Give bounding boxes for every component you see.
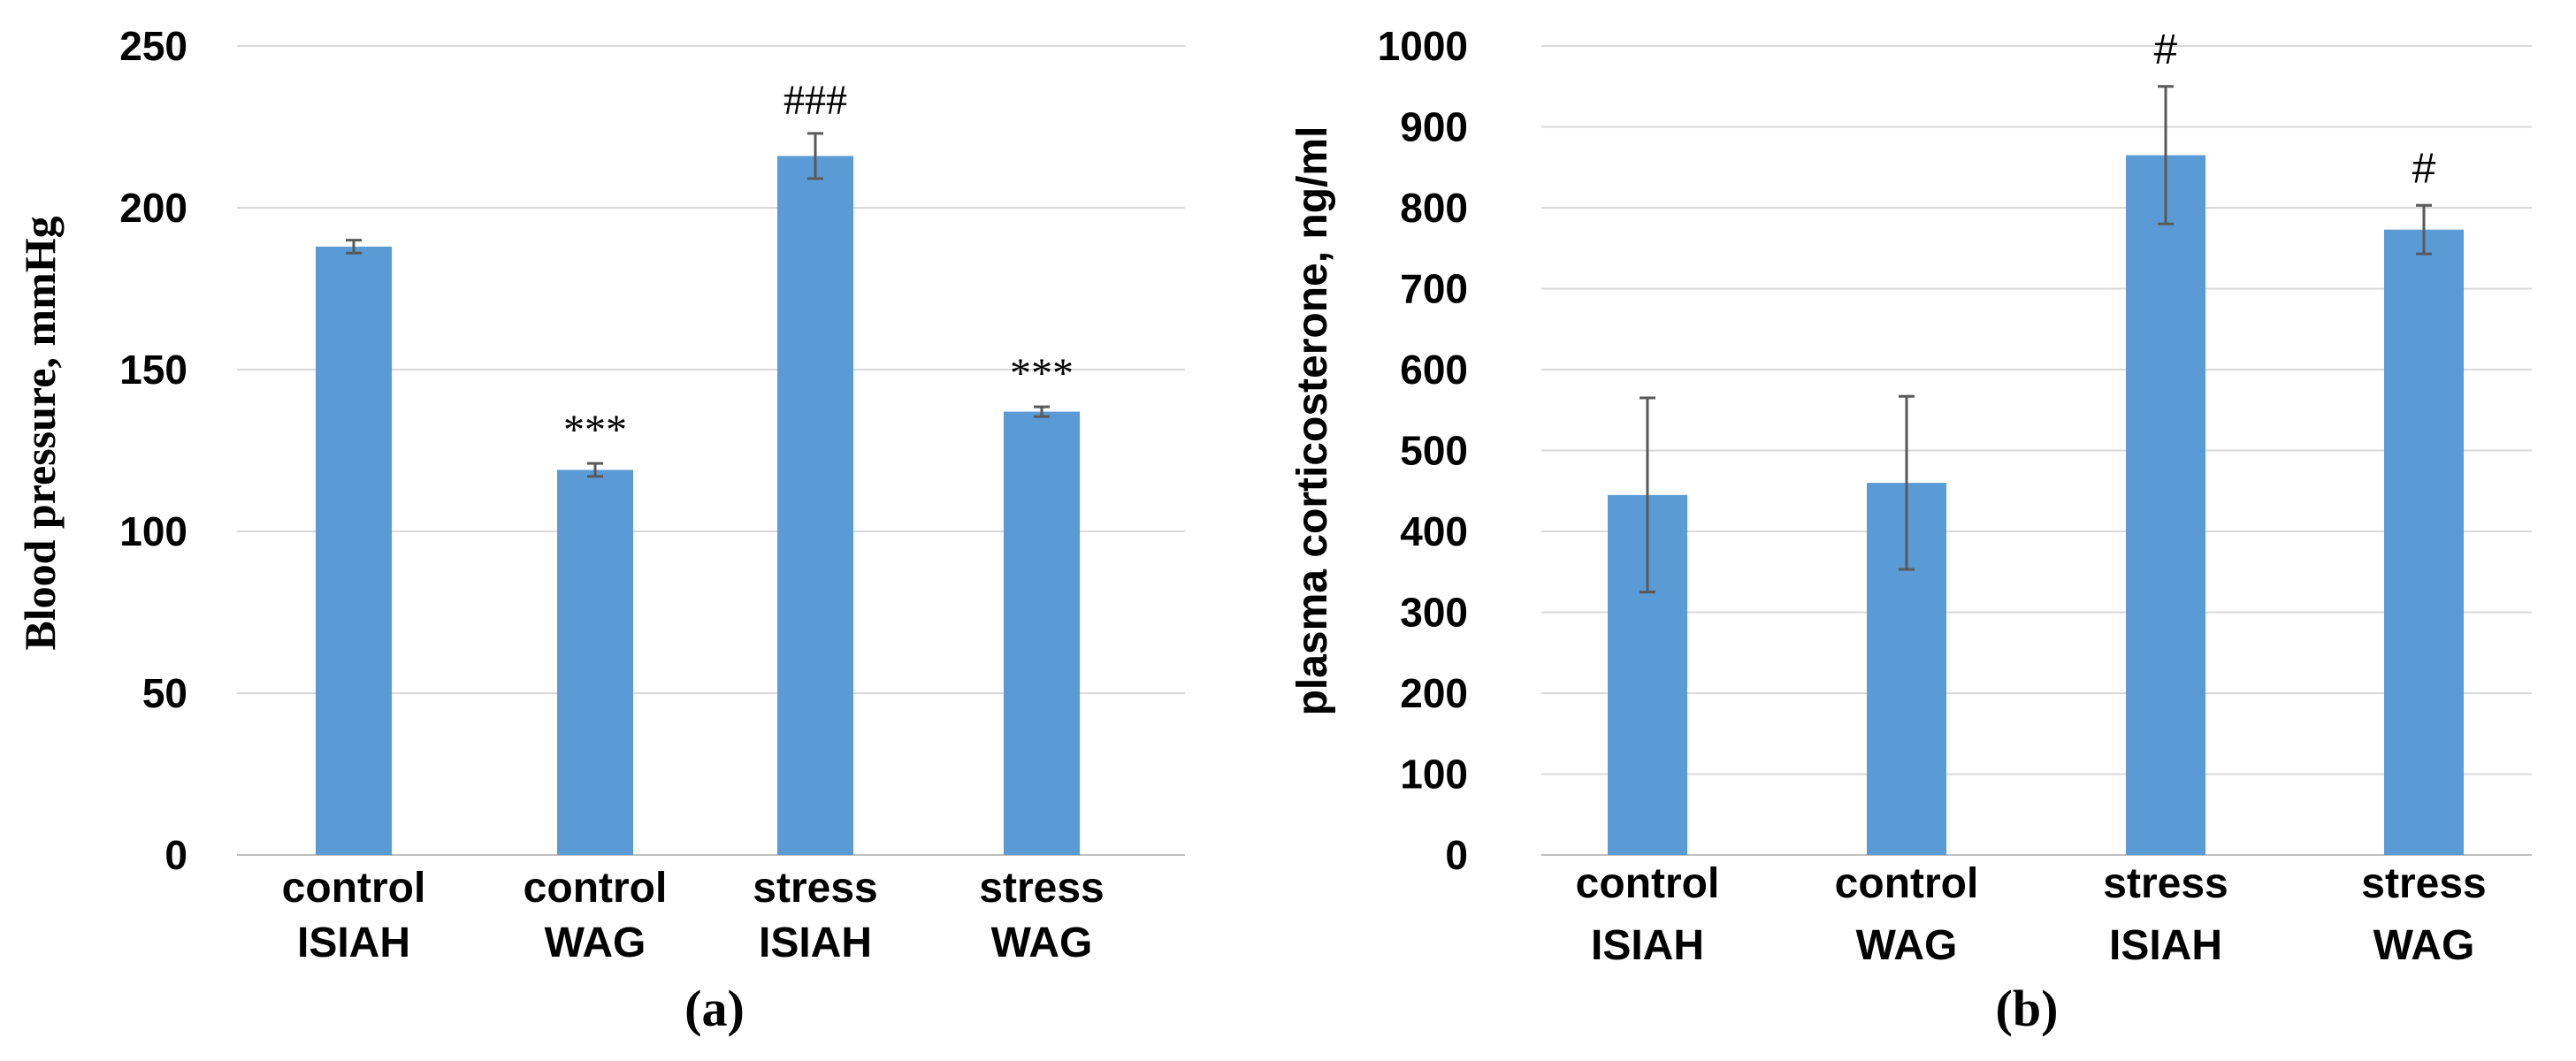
x-category-label-line2: WAG (2373, 922, 2475, 969)
y-tick-label: 0 (1445, 832, 1468, 878)
bar (557, 469, 633, 855)
y-tick-label: 100 (1400, 752, 1468, 798)
y-axis-label-b: plasma corticosterone, ng/ml (1289, 126, 1336, 716)
x-category-label-line2: ISIAH (1591, 922, 1704, 969)
significance-mark: ### (784, 77, 847, 124)
x-category-label-line1: control (1576, 860, 1720, 907)
y-tick-label: 800 (1400, 185, 1468, 231)
error-bar (2158, 85, 2174, 225)
y-tick-label: 700 (1400, 266, 1468, 312)
x-category-label-line1: stress (979, 865, 1104, 912)
significance-marks-a: *** ### *** (563, 77, 1074, 454)
x-category-label-line1: control (282, 865, 426, 912)
x-category-label-line2: WAG (545, 920, 646, 966)
y-tick-label: 1000 (1378, 23, 1468, 69)
x-category-label-line2: ISIAH (2109, 922, 2222, 969)
y-tick-label: 400 (1400, 508, 1468, 554)
error-bar (1899, 394, 1915, 571)
x-category-label-line1: stress (753, 865, 877, 912)
x-category-label-line2: ISIAH (759, 920, 872, 966)
corticosterone-chart: 0 100 200 300 400 500 600 700 800 900 1000 control… (1289, 23, 2532, 1037)
x-category-label-line1: stress (2361, 860, 2486, 907)
y-tick-label: 100 (119, 508, 187, 554)
gridlines-b (1541, 45, 2532, 856)
significance-marks-b: ## (2154, 27, 2436, 193)
y-tick-label: 50 (142, 670, 187, 716)
error-bar (807, 132, 823, 180)
y-tick-label: 500 (1400, 428, 1468, 474)
x-category-labels-a: control ISIAH control WAG stress ISIAH stress W… (282, 865, 1105, 966)
error-bar (587, 462, 603, 478)
x-category-label-line2: WAG (1856, 922, 1958, 969)
bar (316, 246, 392, 855)
significance-mark: *** (1010, 350, 1074, 397)
x-category-labels-b: control ISIAH control WAG stress ISIAH stress W… (1576, 860, 2487, 969)
y-tick-label: 200 (1400, 670, 1468, 716)
y-tick-label: 0 (164, 832, 187, 878)
error-bars-b (1640, 85, 2432, 594)
significance-mark: *** (563, 407, 627, 454)
x-category-label-line1: control (524, 865, 668, 912)
y-tick-label: 150 (119, 347, 187, 393)
y-tick-labels-a: 0 50 100 150 200 250 (119, 23, 187, 878)
bar (777, 156, 853, 855)
significance-mark: # (2154, 27, 2178, 73)
significance-mark: # (2412, 145, 2436, 192)
error-bar (346, 239, 362, 255)
bars-b (1608, 155, 2464, 856)
x-category-label-line1: stress (2103, 860, 2228, 907)
y-tick-label: 600 (1400, 347, 1468, 393)
panel-label-b: (b) (1996, 980, 2059, 1037)
error-bar (2416, 203, 2432, 256)
bar (2126, 155, 2205, 855)
x-category-label-line2: ISIAH (297, 920, 410, 966)
blood-pressure-chart: 0 50 100 150 200 250 control ISIAH control WAG st… (15, 23, 1185, 1037)
error-bars-a (346, 132, 1050, 478)
y-tick-label: 250 (119, 23, 187, 69)
bar (2384, 229, 2464, 856)
bar (1004, 411, 1080, 855)
y-axis-label-a: Blood pressure, mmHg (15, 216, 65, 650)
x-category-label-line2: WAG (991, 920, 1093, 966)
error-bar (1640, 396, 1655, 594)
y-tick-label: 900 (1400, 104, 1468, 150)
error-bar (1034, 405, 1050, 418)
y-tick-label: 300 (1400, 590, 1468, 636)
bars-a (316, 156, 1080, 855)
panel-label-a: (a) (684, 980, 745, 1037)
y-tick-labels-b: 0 100 200 300 400 500 600 700 800 900 1000 (1378, 23, 1468, 878)
gridlines-a (237, 45, 1185, 856)
x-category-label-line1: control (1835, 860, 1979, 907)
y-tick-label: 200 (119, 185, 187, 231)
